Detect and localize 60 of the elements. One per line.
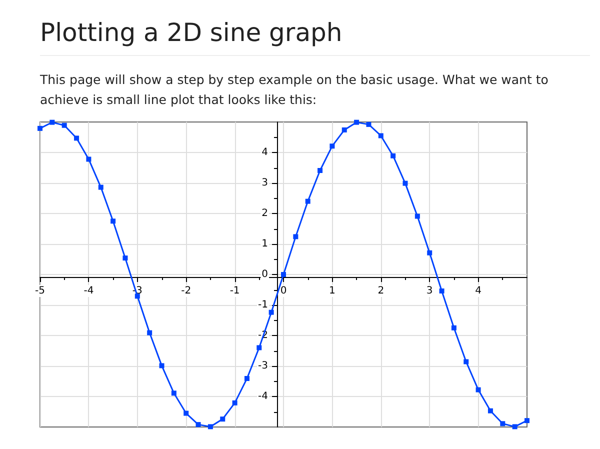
point (256, 345, 262, 350)
point (208, 424, 213, 430)
point (390, 153, 396, 158)
x-tick-label: 0 (280, 286, 287, 296)
y-tick-label: -1 (258, 300, 268, 310)
y-tick-label: 0 (262, 269, 268, 280)
point (354, 120, 360, 125)
point (159, 363, 164, 368)
x-tick-label: 3 (426, 286, 433, 296)
x-tick-label: -5 (35, 286, 45, 296)
chart-title: Plotting a 2D sine graph (40, 18, 590, 56)
point (330, 144, 335, 149)
text: This page will show a step by step example on the basic usage. What we want to achieve is small line plot that looks like this: (40, 71, 550, 109)
point (464, 359, 469, 364)
x-tick-label: -2 (181, 286, 192, 296)
point (98, 184, 104, 190)
x-tick-label: -1 (230, 286, 240, 296)
point (184, 410, 189, 416)
point (147, 330, 152, 336)
y-tick-label: 3 (262, 178, 268, 188)
point (268, 310, 274, 315)
point (86, 156, 92, 162)
point (305, 198, 310, 204)
point (378, 133, 384, 138)
x-tick-label: 4 (475, 286, 482, 296)
point (524, 418, 530, 424)
y-tick-label: -3 (258, 360, 268, 372)
point (476, 387, 481, 392)
point (439, 288, 444, 294)
point (244, 376, 250, 382)
point (122, 256, 128, 261)
point (293, 234, 298, 240)
point (110, 218, 116, 224)
point (232, 400, 238, 406)
y-tick-label: 2 (262, 208, 268, 219)
point (281, 272, 286, 277)
point (74, 136, 80, 141)
x-tick-label: 2 (378, 286, 384, 296)
y-tick-label: -4 (258, 391, 268, 402)
point (342, 127, 347, 132)
point (488, 408, 493, 414)
point (196, 422, 201, 428)
point (38, 126, 42, 131)
line-series (38, 120, 530, 430)
point (500, 421, 506, 426)
point (402, 180, 408, 186)
y-tick-label: 1 (262, 238, 268, 250)
point (220, 416, 226, 422)
point (50, 120, 55, 125)
point (451, 325, 456, 330)
point (427, 250, 432, 256)
point (62, 122, 67, 128)
y-tick-label: 4 (262, 147, 268, 158)
point (171, 390, 176, 396)
point (318, 168, 323, 173)
point (414, 214, 420, 219)
point (512, 424, 518, 430)
point (366, 122, 372, 127)
x-tick-label: -4 (84, 286, 94, 296)
x-tick-label: 1 (329, 286, 336, 296)
